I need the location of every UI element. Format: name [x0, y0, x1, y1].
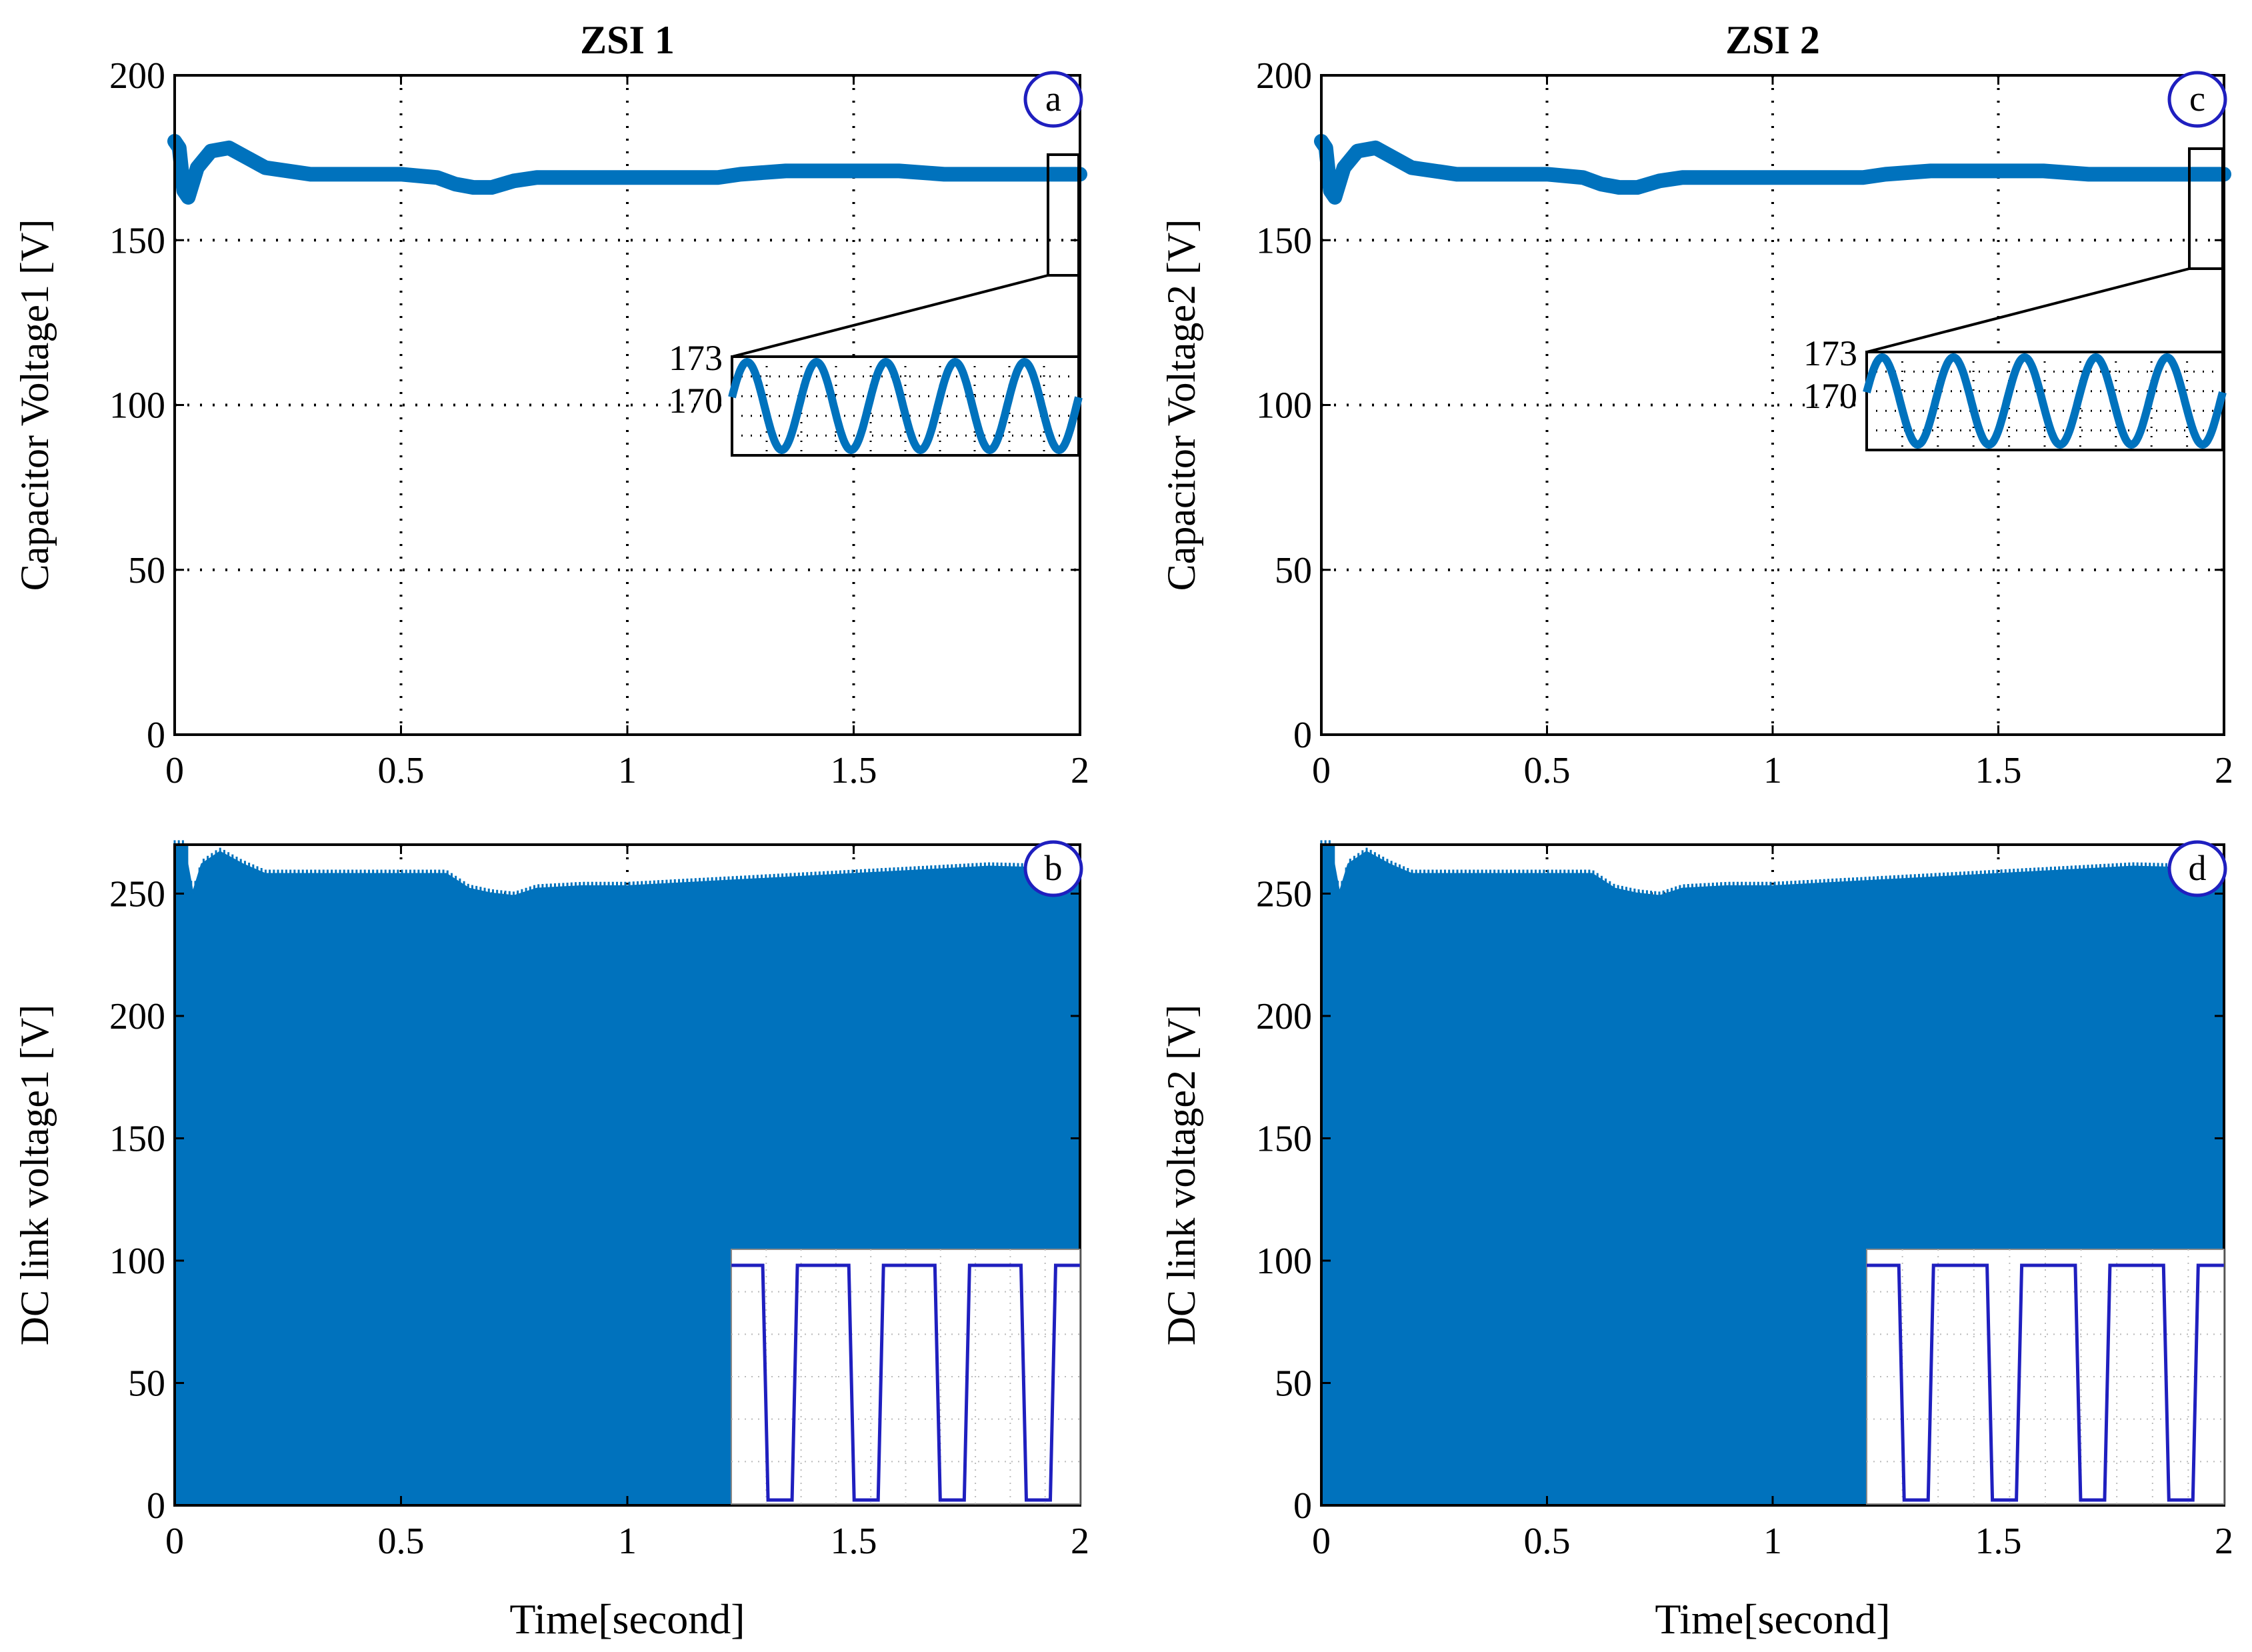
x-tick-label: 0: [1312, 750, 1331, 791]
y-tick-label: 0: [147, 1485, 165, 1527]
inset-pwm: [731, 1249, 1081, 1505]
y-tick-label: 100: [109, 1241, 165, 1282]
chart-b: 0 0.5 1 1.5 2 0 50 100 150 200 250 DC link voltage1…: [13, 840, 1089, 1643]
series-envelope: [1320, 840, 2225, 896]
y-tick-label: 200: [1256, 996, 1312, 1037]
y-tick-label: 150: [1256, 220, 1312, 261]
panel-badge: b: [1023, 840, 1083, 897]
series-envelope: [173, 840, 1081, 896]
x-tick-label: 1.5: [831, 750, 877, 791]
inset-ytick-label: 173: [1803, 333, 1857, 373]
inset-sine: [1863, 353, 2227, 449]
inset-square-wave: [1867, 1263, 2224, 1502]
badge-circle: [1023, 71, 1083, 128]
badge-label: a: [1045, 79, 1061, 119]
x-axis-label: Time[second]: [509, 1595, 745, 1643]
y-tick-label: 100: [109, 385, 165, 427]
inset-square-wave: [731, 1263, 1080, 1502]
y-tick-label: 50: [1275, 1363, 1312, 1404]
y-tick-label: 50: [128, 550, 165, 591]
y-tick-label: 150: [1256, 1118, 1312, 1159]
x-tick-label: 2: [1071, 1521, 1089, 1562]
badge-label: b: [1045, 848, 1063, 888]
series-startup-spike: [1321, 845, 1335, 1505]
ticks: 0 0.5 1 1.5 2 0 50 100 150 200: [1256, 55, 2233, 791]
y-tick-label: 100: [1256, 1241, 1312, 1282]
x-tick-label: 2: [2215, 1521, 2233, 1562]
zoom-connector: [1866, 267, 2190, 353]
y-tick-label: 150: [109, 1118, 165, 1159]
series-line: [1314, 133, 2231, 205]
y-tick-label: 200: [109, 996, 165, 1037]
x-tick-label: 1: [618, 1521, 637, 1562]
chart-title: ZSI 1: [580, 18, 675, 62]
y-tick-label: 100: [1256, 385, 1312, 427]
x-tick-label: 1.5: [1975, 750, 2022, 791]
y-tick-label: 150: [109, 220, 165, 261]
y-axis-label: DC link voltage2 [V]: [1159, 1005, 1203, 1346]
x-tick-label: 0.5: [378, 750, 425, 791]
badge-circle: [2167, 71, 2227, 128]
y-tick-label: 250: [1256, 873, 1312, 915]
zoom-source-box: [1047, 153, 1080, 277]
y-axis-label: Capacitor Voltage1 [V]: [13, 219, 57, 591]
panel-badge: d: [2167, 840, 2227, 897]
y-tick-label: 50: [1275, 550, 1312, 591]
ticks: 0 0.5 1 1.5 2 0 50 100 150 200: [109, 55, 1089, 791]
y-axis-label: Capacitor Voltage2 [V]: [1159, 219, 1203, 591]
ticks: 0 0.5 1 1.5 2 0 50 100 150 200 250: [1256, 845, 2233, 1562]
y-tick-label: 250: [109, 873, 165, 915]
series-startup-spike: [175, 845, 189, 1505]
y-tick-label: 0: [147, 715, 165, 756]
zoom-connector: [731, 274, 1049, 358]
badge-circle: [2167, 840, 2227, 897]
chart-a: 0 0.5 1 1.5 2 0 50 100 150 200 ZSI 1 Capacitor Volt…: [13, 18, 1089, 791]
zoom-source-box: [2188, 147, 2224, 270]
inset-ytick-label: 170: [669, 381, 723, 421]
chart-c: 0 0.5 1 1.5 2 0 50 100 150 200 ZSI 2 Capacitor Volt…: [1159, 18, 2233, 791]
y-tick-label: 200: [109, 55, 165, 97]
x-tick-label: 0.5: [378, 1521, 425, 1562]
y-tick-label: 50: [128, 1363, 165, 1404]
x-tick-label: 1: [1763, 1521, 1782, 1562]
x-tick-label: 2: [2215, 750, 2233, 791]
ticks: 0 0.5 1 1.5 2 0 50 100 150 200 250: [109, 845, 1089, 1562]
chart-d: 0 0.5 1 1.5 2 0 50 100 150 200 250 DC link voltage2…: [1159, 840, 2233, 1643]
series-line: [167, 133, 1087, 205]
badge-circle: [1023, 840, 1083, 897]
badge-label: d: [2189, 848, 2207, 888]
x-tick-label: 0: [1312, 1521, 1331, 1562]
panel-badge: a: [1023, 71, 1083, 128]
x-tick-label: 0: [165, 750, 184, 791]
y-tick-label: 0: [1293, 1485, 1312, 1527]
badge-label: c: [2189, 79, 2205, 119]
x-tick-label: 1: [618, 750, 637, 791]
x-tick-label: 0.5: [1524, 1521, 1571, 1562]
y-tick-label: 200: [1256, 55, 1312, 97]
inset-ytick-label: 173: [669, 338, 723, 378]
inset-sine: [728, 357, 1083, 455]
x-tick-label: 0.5: [1524, 750, 1571, 791]
inset-pwm: [1866, 1249, 2225, 1505]
x-tick-label: 0: [165, 1521, 184, 1562]
panel-badge: c: [2167, 71, 2227, 128]
y-axis-label: DC link voltage1 [V]: [13, 1005, 57, 1346]
x-tick-label: 1.5: [1975, 1521, 2022, 1562]
x-tick-label: 1: [1763, 750, 1782, 791]
x-axis-label: Time[second]: [1655, 1595, 1890, 1643]
x-tick-label: 1.5: [831, 1521, 877, 1562]
y-tick-label: 0: [1293, 715, 1312, 756]
chart-title: ZSI 2: [1725, 18, 1820, 62]
inset-ytick-label: 170: [1803, 376, 1857, 416]
x-tick-label: 2: [1071, 750, 1089, 791]
